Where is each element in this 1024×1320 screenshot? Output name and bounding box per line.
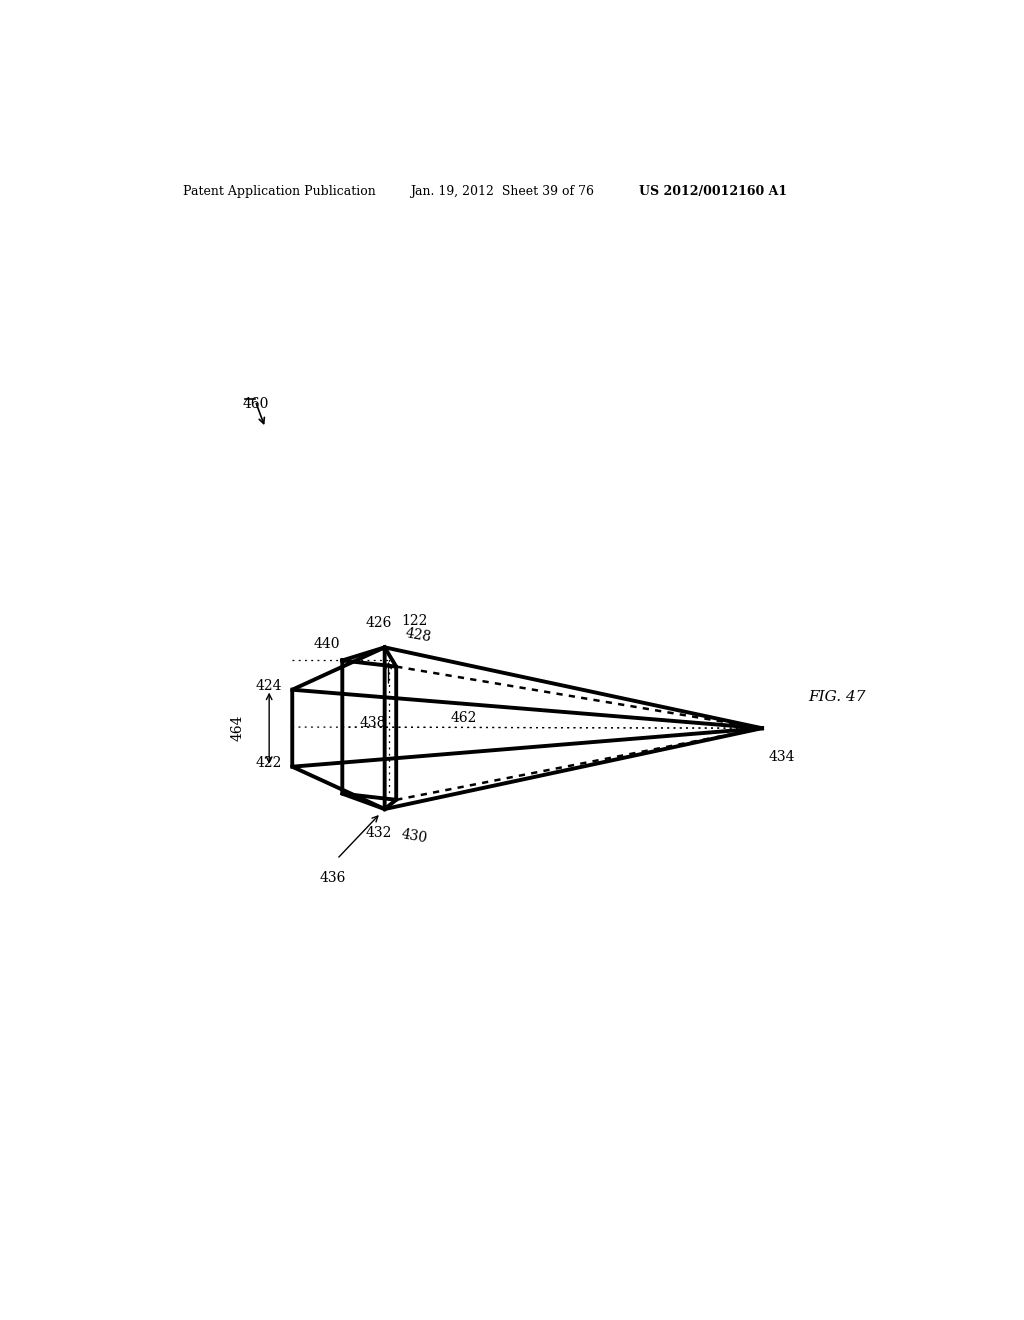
Text: 428: 428 bbox=[403, 627, 432, 645]
Text: 422: 422 bbox=[255, 756, 282, 770]
Text: Patent Application Publication: Patent Application Publication bbox=[183, 185, 376, 198]
Text: 464: 464 bbox=[230, 715, 245, 742]
Text: 462: 462 bbox=[451, 710, 476, 725]
Text: 460: 460 bbox=[243, 397, 268, 411]
Text: 426: 426 bbox=[366, 616, 392, 631]
Text: FIG. 47: FIG. 47 bbox=[808, 690, 865, 705]
Text: 440: 440 bbox=[313, 638, 340, 651]
Text: 424: 424 bbox=[255, 678, 282, 693]
Text: US 2012/0012160 A1: US 2012/0012160 A1 bbox=[639, 185, 786, 198]
Text: 436: 436 bbox=[319, 871, 345, 884]
Text: 432: 432 bbox=[366, 826, 392, 840]
Text: 430: 430 bbox=[400, 826, 428, 845]
Text: 434: 434 bbox=[768, 750, 795, 764]
Text: Jan. 19, 2012  Sheet 39 of 76: Jan. 19, 2012 Sheet 39 of 76 bbox=[410, 185, 594, 198]
Text: 438: 438 bbox=[359, 717, 386, 730]
Text: 122: 122 bbox=[401, 614, 428, 628]
